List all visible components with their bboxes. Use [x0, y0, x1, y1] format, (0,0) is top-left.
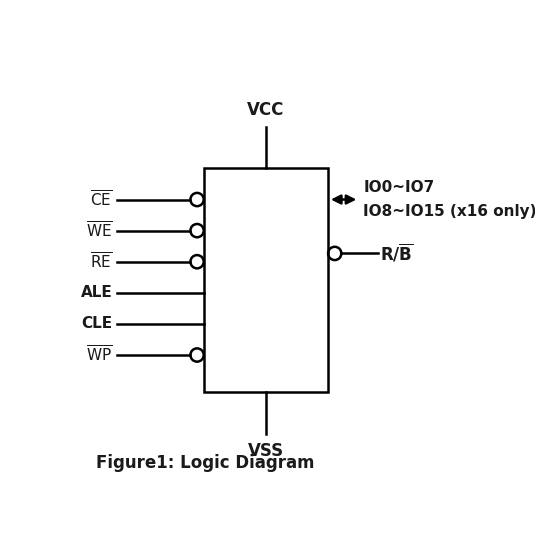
Text: $\overline{\mathsf{WP}}$: $\overline{\mathsf{WP}}$ [86, 345, 112, 365]
Bar [204, 168, 328, 392]
Text: IO8~IO15 (x16 only): IO8~IO15 (x16 only) [363, 203, 535, 219]
Text: $\overline{\mathsf{CE}}$: $\overline{\mathsf{CE}}$ [90, 189, 112, 210]
Text: ALE: ALE [81, 286, 112, 300]
Text: IO0~IO7: IO0~IO7 [363, 181, 434, 195]
Text: VCC: VCC [247, 101, 285, 119]
Text: $\overline{\mathsf{WE}}$: $\overline{\mathsf{WE}}$ [86, 220, 112, 241]
Text: $\mathbf{R/\overline{B}}$: $\mathbf{R/\overline{B}}$ [380, 242, 414, 265]
Text: CLE: CLE [81, 316, 112, 331]
Text: VSS: VSS [248, 442, 284, 460]
Text: $\overline{\mathsf{RE}}$: $\overline{\mathsf{RE}}$ [90, 252, 112, 272]
Text: Figure1: Logic Diagram: Figure1: Logic Diagram [96, 454, 315, 472]
